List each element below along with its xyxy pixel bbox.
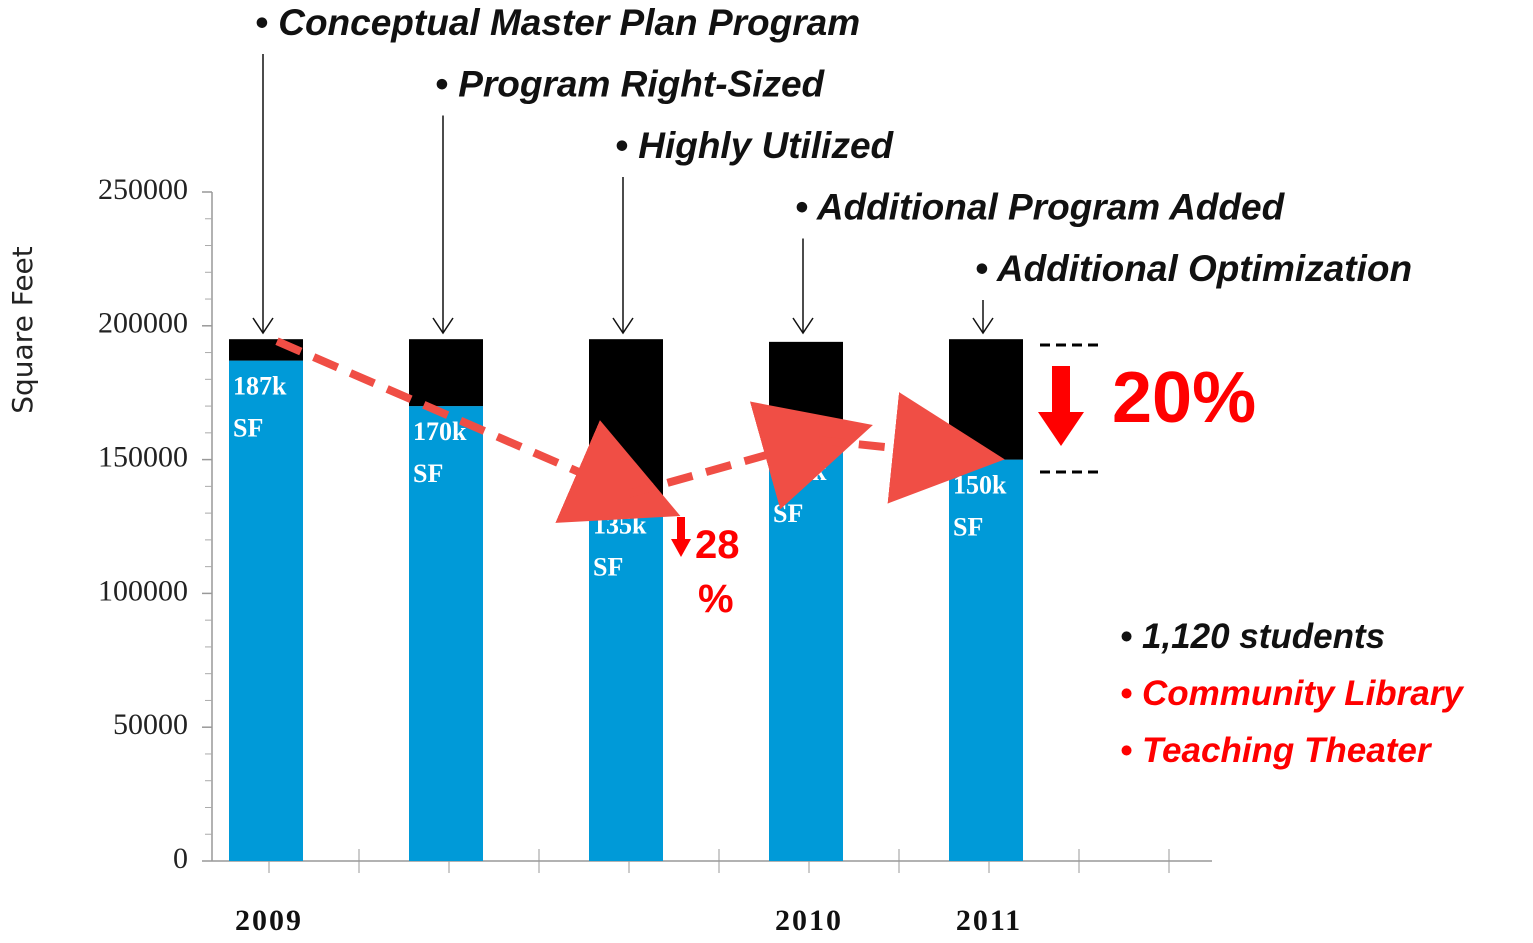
trend-arrow	[627, 401, 873, 510]
trend-arrow	[275, 337, 681, 523]
arrow-head	[252, 317, 274, 335]
data-label-line: 150k	[953, 471, 1007, 500]
data-label-line: 187k	[233, 372, 287, 401]
reduction-part: %	[698, 577, 734, 621]
data-label-line: 135k	[593, 511, 647, 540]
y-tick-label: 150000	[98, 440, 188, 473]
y-tick-label: 100000	[98, 574, 188, 607]
arrow-head	[612, 317, 634, 335]
y-tick-label: 0	[173, 842, 188, 875]
bar-segment	[769, 446, 843, 861]
note: • 1,120 students	[1120, 617, 1385, 656]
bar-segment	[409, 339, 483, 407]
data-label-line: SF	[593, 553, 623, 582]
arrow-head	[432, 317, 454, 335]
bar-segment	[409, 406, 483, 861]
bar-segment	[229, 360, 303, 861]
down-arrow	[671, 517, 691, 557]
annotation: • Conceptual Master Plan Program	[255, 2, 860, 43]
y-tick-label: 200000	[98, 307, 188, 340]
x-tick-label: 2010	[775, 904, 843, 937]
bar-segment	[589, 339, 663, 500]
x-tick-label: 2011	[956, 904, 1022, 937]
data-label-line: SF	[233, 414, 263, 443]
data-label: 187k SF	[233, 372, 287, 443]
note: • Community Library	[1120, 674, 1464, 713]
data-label-line: SF	[413, 459, 443, 488]
y-axis-label: Square Feet	[6, 246, 39, 414]
x-tick-label: 2009	[235, 904, 303, 937]
bar-segment	[769, 341, 843, 447]
bar-segment	[589, 499, 663, 861]
arrow-head	[972, 317, 994, 335]
y-tick-label: 250000	[98, 173, 188, 206]
annotation: • Program Right-Sized	[435, 64, 826, 105]
data-label-line: 155k	[773, 457, 827, 486]
y-tick-label: 50000	[113, 708, 188, 741]
trend-arrow	[818, 392, 1005, 504]
data-label-line: SF	[953, 513, 983, 542]
arrow-head	[792, 317, 814, 335]
data-label: 170k SF	[413, 417, 467, 488]
note: • Teaching Theater	[1120, 731, 1433, 770]
bar-segment	[949, 339, 1023, 460]
down-arrow	[1038, 366, 1084, 446]
data-label-line: 170k	[413, 417, 467, 446]
annotation: • Highly Utilized	[615, 125, 895, 166]
reduction-total: 20%	[1112, 358, 1256, 438]
bar-segment	[949, 459, 1023, 861]
annotation: • Additional Optimization	[975, 248, 1412, 289]
data-label-line: SF	[773, 499, 803, 528]
reduction-part: 28	[695, 523, 740, 567]
annotation: • Additional Program Added	[795, 187, 1286, 228]
